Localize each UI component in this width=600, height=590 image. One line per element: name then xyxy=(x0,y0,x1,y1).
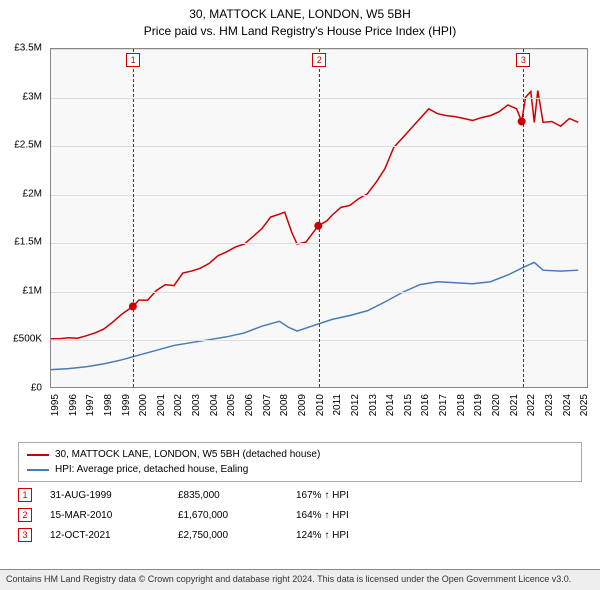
sale-row: 3 12-OCT-2021 £2,750,000 124% ↑ HPI xyxy=(18,525,582,545)
x-tick-label: 2012 xyxy=(350,394,361,416)
sale-row-date: 12-OCT-2021 xyxy=(50,530,160,541)
x-tick-label: 2019 xyxy=(473,394,484,416)
chart-container: 30, MATTOCK LANE, LONDON, W5 5BH Price p… xyxy=(0,0,600,590)
y-tick-label: £500K xyxy=(13,334,42,345)
y-axis: £0£500K£1M£1.5M£2M£2.5M£3M£3.5M xyxy=(0,48,46,388)
x-tick-label: 2004 xyxy=(209,394,220,416)
sale-marker: 1 xyxy=(126,53,140,67)
x-tick-label: 2008 xyxy=(279,394,290,416)
title-block: 30, MATTOCK LANE, LONDON, W5 5BH Price p… xyxy=(0,0,600,40)
x-tick-label: 2017 xyxy=(438,394,449,416)
x-tick-label: 1998 xyxy=(103,394,114,416)
x-tick-label: 2018 xyxy=(456,394,467,416)
sale-row-price: £1,670,000 xyxy=(178,510,278,521)
x-tick-label: 2024 xyxy=(562,394,573,416)
y-tick-label: £0 xyxy=(31,383,42,394)
footer-text: Contains HM Land Registry data © Crown c… xyxy=(6,574,571,584)
y-tick-label: £2M xyxy=(23,188,42,199)
y-tick-label: £1M xyxy=(23,285,42,296)
sale-row-hpi: 167% ↑ HPI xyxy=(296,490,386,501)
x-tick-label: 1997 xyxy=(85,394,96,416)
x-tick-label: 1999 xyxy=(121,394,132,416)
x-tick-label: 2021 xyxy=(509,394,520,416)
chart-title-line2: Price paid vs. HM Land Registry's House … xyxy=(0,23,600,40)
x-tick-label: 2025 xyxy=(579,394,590,416)
sale-row-hpi: 124% ↑ HPI xyxy=(296,530,386,541)
x-tick-label: 2007 xyxy=(262,394,273,416)
x-tick-label: 2000 xyxy=(138,394,149,416)
sale-row-price: £835,000 xyxy=(178,490,278,501)
series-property xyxy=(51,91,578,339)
sale-row: 2 15-MAR-2010 £1,670,000 164% ↑ HPI xyxy=(18,505,582,525)
x-tick-label: 2016 xyxy=(420,394,431,416)
x-tick-label: 2006 xyxy=(244,394,255,416)
footer: Contains HM Land Registry data © Crown c… xyxy=(0,569,600,590)
x-tick-label: 2010 xyxy=(315,394,326,416)
sale-row-marker: 2 xyxy=(18,508,32,522)
x-tick-label: 1995 xyxy=(50,394,61,416)
sale-vline xyxy=(523,49,524,387)
x-tick-label: 2022 xyxy=(526,394,537,416)
x-tick-label: 2014 xyxy=(385,394,396,416)
legend-label-hpi: HPI: Average price, detached house, Eali… xyxy=(55,462,248,477)
legend-row-property: 30, MATTOCK LANE, LONDON, W5 5BH (detach… xyxy=(27,447,573,462)
y-tick-label: £3.5M xyxy=(14,43,42,54)
sale-row: 1 31-AUG-1999 £835,000 167% ↑ HPI xyxy=(18,485,582,505)
x-tick-label: 2009 xyxy=(297,394,308,416)
sale-row-marker: 3 xyxy=(18,528,32,542)
legend-label-property: 30, MATTOCK LANE, LONDON, W5 5BH (detach… xyxy=(55,447,320,462)
x-tick-label: 2005 xyxy=(226,394,237,416)
y-tick-label: £2.5M xyxy=(14,140,42,151)
sale-row-marker: 1 xyxy=(18,488,32,502)
x-tick-label: 2003 xyxy=(191,394,202,416)
x-tick-label: 2011 xyxy=(332,394,343,416)
x-tick-label: 2013 xyxy=(368,394,379,416)
sale-marker: 3 xyxy=(516,53,530,67)
sale-dot xyxy=(518,117,526,125)
sale-row-date: 15-MAR-2010 xyxy=(50,510,160,521)
legend-swatch-hpi xyxy=(27,469,49,471)
y-tick-label: £3M xyxy=(23,91,42,102)
sales-table: 1 31-AUG-1999 £835,000 167% ↑ HPI 2 15-MAR-20… xyxy=(18,485,582,545)
sale-vline xyxy=(133,49,134,387)
chart-title-line1: 30, MATTOCK LANE, LONDON, W5 5BH xyxy=(0,6,600,23)
x-axis: 1995 1996 1997 1998 1999 2000 2001 2002 2003 2004… xyxy=(50,390,588,440)
x-tick-label: 1996 xyxy=(68,394,79,416)
sale-row-date: 31-AUG-1999 xyxy=(50,490,160,501)
plot-area: 1 2 3 xyxy=(50,48,588,388)
y-tick-label: £1.5M xyxy=(14,237,42,248)
sale-vline xyxy=(319,49,320,387)
legend: 30, MATTOCK LANE, LONDON, W5 5BH (detach… xyxy=(18,442,582,482)
sale-row-hpi: 164% ↑ HPI xyxy=(296,510,386,521)
sale-row-price: £2,750,000 xyxy=(178,530,278,541)
series-hpi xyxy=(51,262,578,369)
x-tick-label: 2020 xyxy=(491,394,502,416)
x-tick-label: 2023 xyxy=(544,394,555,416)
x-tick-label: 2015 xyxy=(403,394,414,416)
legend-row-hpi: HPI: Average price, detached house, Eali… xyxy=(27,462,573,477)
legend-swatch-property xyxy=(27,454,49,456)
x-tick-label: 2001 xyxy=(156,394,167,416)
sale-marker: 2 xyxy=(312,53,326,67)
x-tick-label: 2002 xyxy=(173,394,184,416)
